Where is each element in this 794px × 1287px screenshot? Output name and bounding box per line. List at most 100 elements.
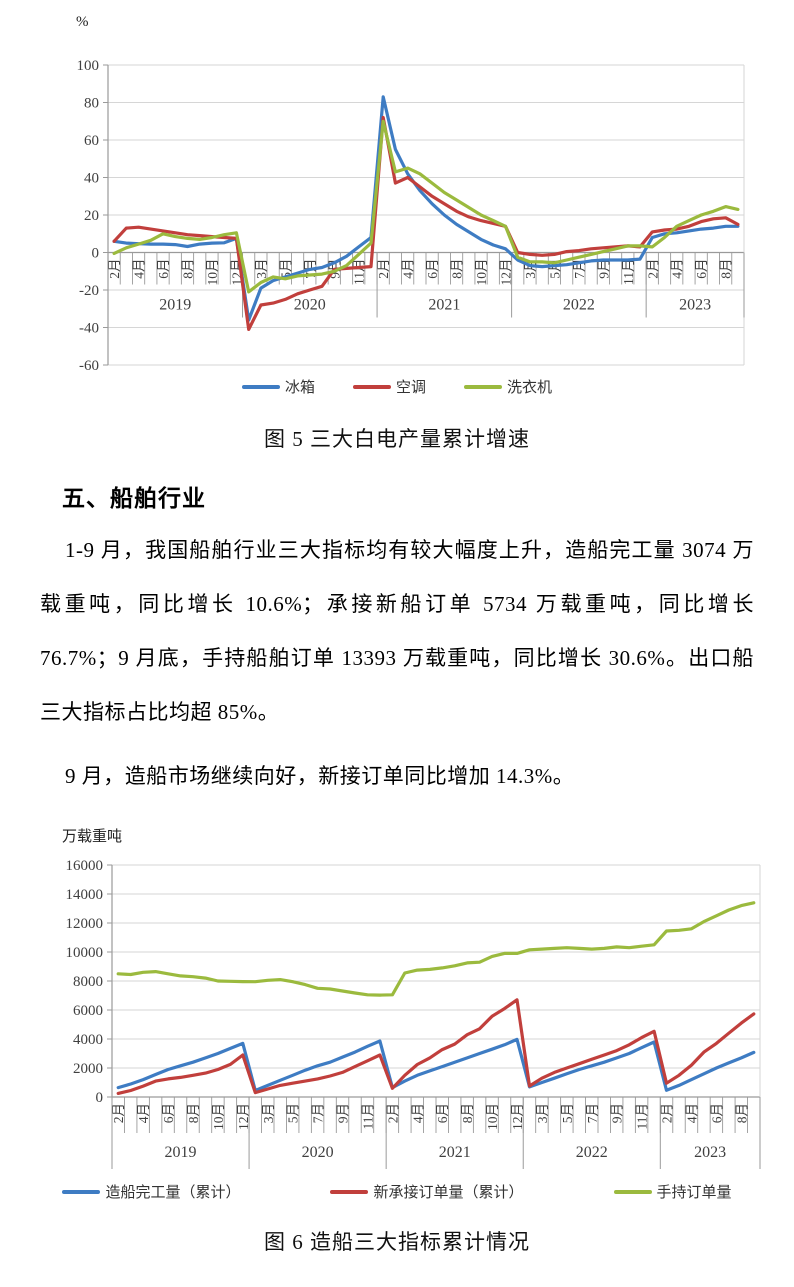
series-swatch [613, 1189, 652, 1194]
year-label: 2021 [428, 297, 460, 314]
x-tick-label: 2月 [111, 1103, 126, 1123]
year-label: 2020 [294, 297, 326, 314]
x-tick-label: 2月 [660, 1103, 675, 1123]
x-tick-label: 10月 [485, 1103, 500, 1130]
y-tick-label: 20 [84, 208, 99, 224]
x-tick-label: 4月 [684, 1103, 699, 1123]
y-tick-label: 2000 [73, 1061, 103, 1077]
y-tick-label: 0 [96, 1090, 104, 1106]
x-tick-label: 6月 [156, 259, 171, 279]
paragraph: 9 月，造船市场继续向好，新接订单同比增加 14.3%。 [65, 764, 575, 788]
x-tick-label: 5月 [278, 259, 293, 279]
x-tick-label: 3月 [261, 1103, 276, 1123]
figure6-chart-block: 0 2000 4000 6000 8000 10000 12000 14000 16000 2月 4… [0, 825, 794, 1256]
x-tick-label: 8月 [181, 259, 196, 279]
series-label: 冰箱 [284, 380, 315, 396]
x-tick-label: 6月 [694, 259, 709, 279]
legend-item: 空调 [352, 376, 426, 397]
series-line-手持订单量 [116, 901, 756, 997]
x-tick-label: 3月 [254, 259, 269, 279]
y-tick-label: 8000 [73, 974, 103, 990]
y-tick-label: -20 [79, 283, 99, 299]
legend-item: 新承接订单量（累计） [330, 1181, 524, 1202]
series-label: 造船完工量（累计） [105, 1185, 241, 1201]
x-tick-label: 7月 [585, 1103, 600, 1123]
x-tick-label: 6月 [425, 259, 440, 279]
y-tick-label: 16000 [66, 858, 104, 874]
y-tick-label: 12000 [66, 916, 104, 932]
section-heading: 五、船舶行业 [62, 485, 206, 511]
series-line-空调 [112, 115, 740, 331]
series-line-洗衣机 [112, 119, 740, 294]
series-swatch [464, 384, 502, 389]
year-label: 2022 [576, 1144, 608, 1161]
y-tick-label: 0 [92, 246, 100, 262]
x-tick-label: 9月 [610, 1103, 625, 1123]
y-tick-label: -40 [79, 321, 99, 337]
x-tick-label: 10月 [474, 259, 489, 286]
figure5-chart-block: -60 -40 -20 0 20 40 60 80 100 2月 4月 6月 8月 10月 12月 3月 5月 7… [0, 4, 794, 453]
series-label: 洗衣机 [507, 380, 553, 396]
x-tick-label: 11月 [352, 259, 367, 286]
y-tick-label: 4000 [73, 1032, 103, 1048]
x-tick-label: 4月 [401, 259, 416, 279]
figure6-caption: 图 6 造船三大指标累计情况 [264, 1230, 530, 1254]
paragraph: 1-9 月，我国船舶行业三大指标均有较大幅度上升，造船完工量 3074 万载重吨… [40, 538, 754, 724]
x-tick-label: 11月 [360, 1103, 375, 1130]
x-tick-label: 3月 [535, 1103, 550, 1123]
y-tick-label: 10000 [66, 945, 104, 961]
x-tick-label: 8月 [734, 1103, 749, 1123]
x-tick-label: 12月 [499, 259, 514, 286]
year-label: 2023 [679, 297, 711, 314]
document-page: -60 -40 -20 0 20 40 60 80 100 2月 4月 6月 8月 10月 12月 3月 5月 7… [0, 4, 794, 1287]
legend-item: 手持订单量 [613, 1181, 732, 1202]
series-line-冰箱 [112, 95, 740, 322]
x-tick-label: 2月 [107, 259, 122, 279]
x-tick-label: 4月 [410, 1103, 425, 1123]
axis-unit-label: 万载重吨 [62, 828, 122, 845]
x-tick-label: 8月 [186, 1103, 201, 1123]
legend-item: 造船完工量（累计） [62, 1181, 240, 1202]
x-tick-label: 4月 [670, 259, 685, 279]
x-tick-label: 11月 [621, 259, 636, 286]
x-tick-label: 6月 [435, 1103, 450, 1123]
x-tick-label: 6月 [161, 1103, 176, 1123]
x-tick-label: 4月 [132, 259, 147, 279]
x-tick-label: 4月 [136, 1103, 151, 1123]
series-label: 手持订单量 [656, 1185, 732, 1201]
year-label: 2023 [694, 1144, 726, 1161]
x-tick-label: 2月 [645, 259, 660, 279]
figure6-legend: 造船完工量（累计） 新承接订单量（累计） 手持订单量 [0, 1181, 794, 1202]
x-tick-label: 12月 [236, 1103, 251, 1130]
figure5-caption: 图 5 三大白电产量累计增速 [264, 427, 530, 451]
x-tick-label: 5月 [560, 1103, 575, 1123]
x-tick-label: 8月 [450, 259, 465, 279]
series-label: 新承接订单量（累计） [373, 1185, 524, 1201]
x-tick-label: 10月 [211, 1103, 226, 1130]
figure5-legend: 冰箱 空调 洗衣机 [0, 376, 794, 397]
y-tick-label: 6000 [73, 1003, 103, 1019]
year-label: 2020 [302, 1144, 334, 1161]
x-tick-label: 5月 [286, 1103, 301, 1123]
series-label: 空调 [395, 380, 426, 396]
series-swatch [241, 384, 280, 389]
series-swatch [352, 384, 391, 389]
x-tick-label: 10月 [205, 259, 220, 286]
year-label: 2019 [165, 1144, 197, 1161]
legend-item: 冰箱 [241, 376, 315, 397]
legend-item: 洗衣机 [464, 376, 552, 397]
x-tick-label: 12月 [510, 1103, 525, 1130]
y-tick-label: -60 [79, 358, 99, 372]
y-tick-label: 60 [84, 133, 99, 149]
series-swatch [330, 1189, 369, 1194]
x-tick-label: 8月 [460, 1103, 475, 1123]
series-line-造船完工量（累计） [116, 1037, 756, 1093]
y-tick-label: 80 [84, 96, 99, 112]
year-label: 2021 [439, 1144, 471, 1161]
axis-unit-label: % [76, 14, 89, 30]
x-tick-label: 11月 [635, 1103, 650, 1130]
year-label: 2022 [563, 297, 595, 314]
y-tick-label: 100 [77, 58, 100, 74]
year-label: 2019 [159, 297, 191, 314]
